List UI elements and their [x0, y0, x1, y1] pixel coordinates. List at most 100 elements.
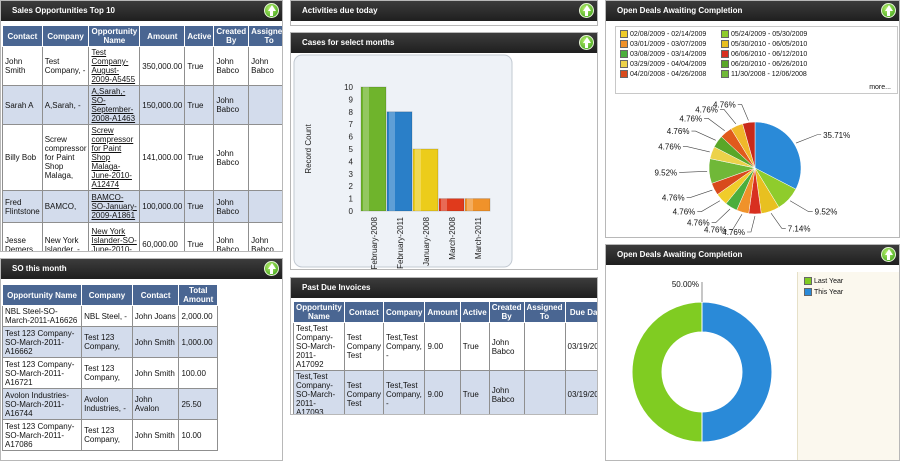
opportunity-link[interactable]: A,Sarah,-SO-September-2008-A1463	[91, 87, 136, 123]
donut-legend: Last Year This Year	[798, 272, 899, 302]
collapse-up-icon[interactable]	[579, 35, 594, 50]
opportunity-link[interactable]: Test Company-August-2009-A5455	[91, 48, 136, 84]
legend-item[interactable]: 03/29/2009 - 04/04/2009	[620, 60, 721, 69]
legend-more-link[interactable]: more...	[869, 84, 891, 91]
table-cell: 25.50	[178, 388, 218, 420]
column-header[interactable]: Amount	[424, 301, 461, 323]
legend-item[interactable]: 11/30/2008 - 12/06/2008	[721, 70, 822, 79]
column-header[interactable]: Opportunity Name	[88, 25, 141, 47]
column-header[interactable]: Opportunity Name	[1, 284, 83, 306]
table-cell: Test,Test Company-SO-March-2011-A17093	[293, 370, 345, 414]
pie-slice-label: 4.76%	[704, 226, 727, 235]
legend-item[interactable]: 04/20/2008 - 04/26/2008	[620, 70, 721, 79]
legend-item[interactable]: Last Year	[804, 276, 893, 287]
legend-label: 11/30/2008 - 12/06/2008	[731, 71, 807, 78]
opportunity-link[interactable]: BAMCO-SO-January-2009-A1861	[91, 193, 137, 220]
legend-item[interactable]: 06/20/2010 - 06/26/2010	[721, 60, 822, 69]
table-cell: Test 123 Company,	[81, 326, 133, 358]
x-tick-label: March-2011	[474, 216, 483, 259]
panel-title: Activities due today	[302, 6, 378, 15]
pie-slice-label: 4.76%	[679, 114, 702, 123]
past-due-invoices-table: Opportunity Name Contact Company Amount Acti…	[293, 301, 597, 414]
collapse-up-icon[interactable]	[579, 3, 594, 18]
column-header[interactable]: Created By	[213, 25, 250, 47]
column-header[interactable]: Company	[81, 284, 133, 306]
table-cell: John Avalon	[131, 388, 180, 420]
table-cell: New York Islander, -	[41, 222, 90, 251]
table-cell: Test 123 Company-SO-March-2011-A17086	[1, 419, 83, 451]
bar-highlight	[467, 198, 473, 211]
column-header[interactable]: Company	[383, 301, 426, 323]
legend-item[interactable]: 05/24/2009 - 05/30/2009	[721, 30, 822, 39]
legend-label: 03/08/2009 - 03/14/2009	[630, 51, 707, 58]
panel-header: Sales Opportunities Top 10	[1, 1, 282, 21]
panel-header: Open Deals Awaiting Completion	[606, 245, 899, 265]
pie-leader-line	[711, 208, 731, 223]
table-header-row: Opportunity Name Company Contact Total Amou…	[1, 284, 218, 306]
pie-slice-label: 4.76%	[722, 228, 745, 237]
column-header[interactable]: Contact	[131, 284, 180, 306]
column-header[interactable]: Active	[184, 25, 215, 47]
bar	[464, 198, 491, 212]
legend-item[interactable]: 03/08/2009 - 03/14/2009	[620, 50, 721, 59]
column-header[interactable]: Contact	[343, 301, 385, 323]
legend-item[interactable]: 02/08/2009 - 02/14/2009	[620, 30, 721, 39]
column-header[interactable]: Due Date	[564, 301, 597, 323]
table-cell: 141,000.00	[139, 124, 186, 191]
table-header-row: Contact Company Opportunity Name Amount Acti…	[2, 25, 282, 47]
table-cell: 9.00	[424, 370, 461, 414]
table-cell: John Babco	[213, 124, 250, 191]
column-header[interactable]: Amount	[139, 25, 186, 47]
table-cell: John Babco	[248, 222, 282, 251]
legend-swatch	[721, 50, 729, 59]
y-tick-label: 8	[349, 108, 354, 117]
legend-grid: 02/08/2009 - 02/14/2009 05/24/2009 - 05/3…	[620, 30, 893, 79]
column-header[interactable]: Assigned To	[523, 301, 566, 323]
legend-label: 03/29/2009 - 04/04/2009	[630, 61, 707, 68]
so-this-month-table: Opportunity Name Company Contact Total Amou…	[1, 284, 218, 451]
table-cell: 350,000.00	[139, 46, 186, 86]
column-header[interactable]: Opportunity Name	[293, 301, 345, 323]
collapse-up-icon[interactable]	[881, 247, 896, 262]
legend-swatch	[620, 50, 628, 59]
bar	[360, 86, 387, 212]
column-header[interactable]: Created By	[488, 301, 525, 323]
table-cell: Test,Test Company-SO-March-2011-A17092	[293, 322, 345, 371]
legend-item[interactable]: 05/30/2010 - 06/05/2010	[721, 40, 822, 49]
pie-slice-label: 4.76%	[658, 143, 681, 152]
column-header[interactable]: Active	[459, 301, 490, 323]
table-cell: 10.00	[178, 419, 218, 451]
table-cell: 60,000.00	[139, 222, 186, 251]
table-row: Sarah A A,Sarah, - A,Sarah,-SO-September-2…	[2, 85, 282, 125]
table-cell: Test 123 Company-SO-March-2011-A16662	[1, 326, 83, 358]
pie-slice-label: 4.76%	[713, 101, 736, 110]
legend-item[interactable]: 03/01/2009 - 03/07/2009	[620, 40, 721, 49]
column-header[interactable]: Company	[41, 25, 90, 47]
collapse-up-icon[interactable]	[264, 3, 279, 18]
collapse-up-icon[interactable]	[264, 261, 279, 276]
table-cell	[523, 370, 566, 414]
table-cell: Test Company Test	[343, 322, 385, 371]
panel-header: SO this month	[1, 259, 282, 279]
table-cell: True	[459, 322, 490, 371]
column-header[interactable]: Assigned To	[248, 25, 282, 47]
legend-label: 05/24/2009 - 05/30/2009	[731, 31, 808, 38]
collapse-up-icon[interactable]	[881, 3, 896, 18]
column-header[interactable]: Total Amount	[178, 284, 218, 306]
table-cell: Screw compressor for Paint Shop Malaga-J…	[88, 124, 141, 191]
donut-segment	[701, 301, 773, 443]
table-cell: True	[184, 124, 215, 191]
y-tick-label: 0	[349, 207, 354, 216]
opportunity-link[interactable]: New York Islander-SO-June-2010-A12479	[91, 226, 137, 252]
table-cell: Test Company-August-2009-A5455	[88, 46, 141, 86]
table-cell: Test Company Test	[343, 370, 385, 414]
sales-opportunities-panel: Sales Opportunities Top 10 Contact Compan…	[0, 0, 283, 252]
column-header[interactable]: Contact	[2, 25, 43, 47]
table-cell: Test 123 Company-SO-March-2011-A16721	[1, 357, 83, 389]
legend-item[interactable]: 06/06/2010 - 06/12/2010	[721, 50, 822, 59]
table-cell	[248, 190, 282, 223]
opportunity-link[interactable]: Screw compressor for Paint Shop Malaga-J…	[91, 126, 134, 189]
bar-highlight	[389, 111, 395, 211]
legend-swatch	[620, 70, 628, 79]
legend-item[interactable]: This Year	[804, 287, 893, 298]
